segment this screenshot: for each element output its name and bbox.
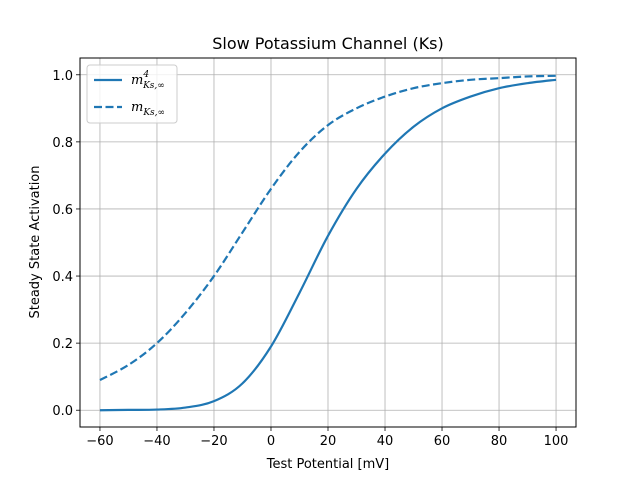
series-line-1	[99, 74, 557, 382]
x-tick-label: 60	[434, 434, 451, 449]
series-layer	[99, 74, 557, 412]
grid	[80, 58, 576, 427]
x-tick-label: −20	[200, 434, 227, 449]
y-tick-label: 0.2	[52, 337, 73, 352]
y-tick-label: 0.0	[52, 404, 73, 419]
x-tick-label: 40	[377, 434, 394, 449]
y-tick-label: 0.6	[52, 203, 73, 218]
y-tick-label: 0.8	[52, 136, 73, 151]
x-tick-label: 100	[544, 434, 569, 449]
legend-label-0: m4 Ks,∞	[131, 70, 165, 91]
x-tick-label: 0	[267, 434, 275, 449]
y-axis: 0.0 0.2 0.4 0.6 0.8 1.0	[52, 69, 80, 419]
x-tick-label: 80	[491, 434, 508, 449]
legend: m4 Ks,∞mKs,∞	[86, 64, 178, 124]
x-axis-label: Test Potential [mV]	[266, 457, 390, 472]
x-tick-label: −60	[86, 434, 113, 449]
x-tick-label: 20	[320, 434, 337, 449]
chart-title: Slow Potassium Channel (Ks)	[212, 34, 444, 53]
y-tick-label: 1.0	[52, 69, 73, 84]
y-axis-label: Steady State Activation	[28, 165, 43, 318]
x-tick-label: −40	[143, 434, 170, 449]
legend-label-subscript: Ks,∞	[142, 108, 165, 118]
legend-label-subscript: Ks,∞	[142, 81, 165, 91]
x-axis: −60 −40 −20 0 20 40 60 80 100	[86, 427, 568, 449]
legend-label-1: mKs,∞	[131, 100, 165, 118]
legend-label-superscript: 4	[142, 70, 149, 80]
series-line-0	[99, 78, 557, 412]
legend-label-main: m	[131, 73, 143, 88]
legend-label-main: m	[131, 100, 143, 115]
y-tick-label: 0.4	[52, 270, 73, 285]
